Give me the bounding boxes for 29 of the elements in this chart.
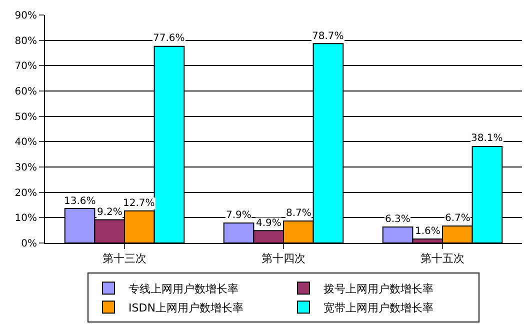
x-tick-label: 第十四次 bbox=[262, 252, 306, 266]
data-label: 77.6% bbox=[153, 33, 185, 44]
x-tick-label: 第十五次 bbox=[420, 252, 464, 266]
y-tick-label: 0% bbox=[21, 238, 37, 250]
legend-label: 拨号上网用户数增长率 bbox=[324, 282, 434, 296]
y-tick-label: 70% bbox=[14, 61, 37, 72]
data-label: 78.7% bbox=[312, 31, 344, 42]
y-tick-label: 30% bbox=[14, 162, 37, 174]
legend-label: 宽带上网用户数增长率 bbox=[324, 301, 434, 314]
data-label: 4.9% bbox=[256, 218, 282, 229]
y-tick-label: 50% bbox=[14, 112, 37, 123]
legend-label: ISDN上网用户数增长率 bbox=[128, 301, 244, 314]
data-label: 38.1% bbox=[471, 133, 503, 144]
data-label: 6.3% bbox=[385, 214, 410, 225]
data-label: 12.7% bbox=[123, 198, 155, 209]
data-label: 9.2% bbox=[97, 207, 122, 218]
data-label: 8.7% bbox=[286, 208, 312, 219]
y-tick-label: 20% bbox=[14, 188, 37, 199]
y-tick-label: 60% bbox=[14, 86, 37, 98]
y-tick-label: 10% bbox=[14, 213, 37, 224]
y-tick-label: 80% bbox=[14, 36, 37, 47]
x-tick-label: 第十三次 bbox=[102, 252, 146, 266]
data-label: 13.6% bbox=[64, 196, 96, 207]
y-tick-label: 90% bbox=[14, 10, 37, 22]
y-tick-label: 40% bbox=[14, 137, 37, 148]
data-label: 1.6% bbox=[415, 226, 440, 237]
data-label: 6.7% bbox=[445, 213, 470, 224]
data-label: 7.9% bbox=[226, 210, 252, 221]
legend-label: 专线上网用户数增长率 bbox=[128, 282, 238, 296]
